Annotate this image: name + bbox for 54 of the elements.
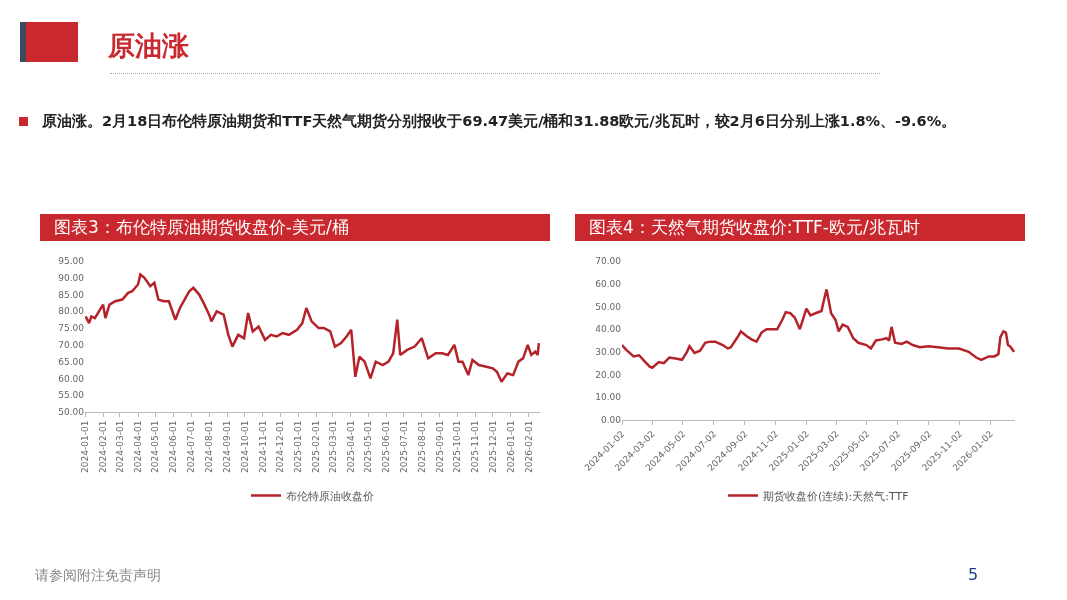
x-tick-label: 2025-08-01: [416, 420, 427, 473]
x-tick-label: 2024-11-01: [257, 420, 268, 473]
x-tick-label: 2024-05-01: [150, 420, 161, 473]
y-tick-label: 60.00: [58, 373, 85, 384]
text: 5: [968, 565, 979, 584]
x-tick-label: 2025-04-01: [345, 420, 356, 473]
y-tick-label: 70.00: [595, 256, 622, 267]
y-tick-label: 10.00: [595, 392, 622, 403]
x-tick-label: 2024-03-01: [114, 420, 125, 473]
y-tick-label: 75.00: [58, 323, 85, 334]
x-tick-label: 2024-04-01: [132, 420, 143, 473]
line-series: [85, 273, 540, 384]
legend-label: 期货收盘价(连续):天然气:TTF: [763, 489, 909, 503]
y-tick-label: 90.00: [58, 272, 85, 283]
y-tick-label: 95.00: [58, 256, 85, 267]
x-tick-label: 2025-10-01: [452, 420, 463, 473]
y-tick-label: 70.00: [58, 340, 85, 351]
x-tick-label: 2025-03-01: [327, 420, 338, 473]
y-tick-label: 40.00: [595, 324, 622, 335]
chart-title: 图表4：天然气期货收盘价:TTF-欧元/兆瓦时: [575, 214, 1025, 241]
x-tick-label: 2024-10-01: [239, 420, 250, 473]
x-tick-label: 2024-12-01: [275, 420, 286, 473]
y-tick-label: 20.00: [595, 369, 622, 380]
x-tick-label: 2025-01-01: [293, 420, 304, 473]
y-tick-label: 0.00: [600, 415, 622, 426]
text: 原油涨: [108, 29, 189, 63]
x-tick-label: 2025-05-01: [363, 420, 374, 473]
x-tick-label: 2026-02-01: [523, 420, 534, 473]
x-tick-label: 2025-09-01: [434, 420, 445, 473]
y-tick-label: 80.00: [58, 306, 85, 317]
x-tick-label: 2025-11-01: [470, 420, 481, 473]
x-tick-label: 2026-01-01: [505, 420, 516, 473]
chart-title: 图表3：布伦特原油期货收盘价-美元/桶: [40, 214, 550, 241]
y-tick-label: 30.00: [595, 347, 622, 358]
x-tick-label: 2024-01-01: [79, 420, 90, 473]
line-series: [622, 288, 1015, 370]
text: 原油涨。2月18日布伦特原油期货和TTF天然气期货分别报收于69.47美元/桶和31.88欧元/兆瓦时，较2月6日分别上涨1.8%、-9.6%。: [42, 112, 957, 131]
y-tick-label: 60.00: [595, 278, 622, 289]
y-tick-label: 55.00: [58, 390, 85, 401]
y-tick-label: 50.00: [58, 407, 85, 418]
x-tick-label: 2025-06-01: [381, 420, 392, 473]
x-tick-label: 2025-02-01: [311, 420, 322, 473]
text: 请参阅附注免责声明: [35, 567, 161, 585]
x-tick-label: 2024-02-01: [97, 420, 108, 473]
y-tick-label: 50.00: [595, 301, 622, 312]
x-tick-label: 2024-09-01: [222, 420, 233, 473]
x-tick-label: 2024-07-01: [185, 420, 196, 473]
x-tick-label: 2024-06-01: [168, 420, 179, 473]
x-tick-label: 2025-07-01: [398, 420, 409, 473]
x-tick-label: 2024-08-01: [204, 420, 215, 473]
y-tick-label: 85.00: [58, 289, 85, 300]
legend-label: 布伦特原油收盘价: [286, 489, 374, 503]
y-tick-label: 65.00: [58, 356, 85, 367]
x-tick-label: 2025-12-01: [487, 420, 498, 473]
